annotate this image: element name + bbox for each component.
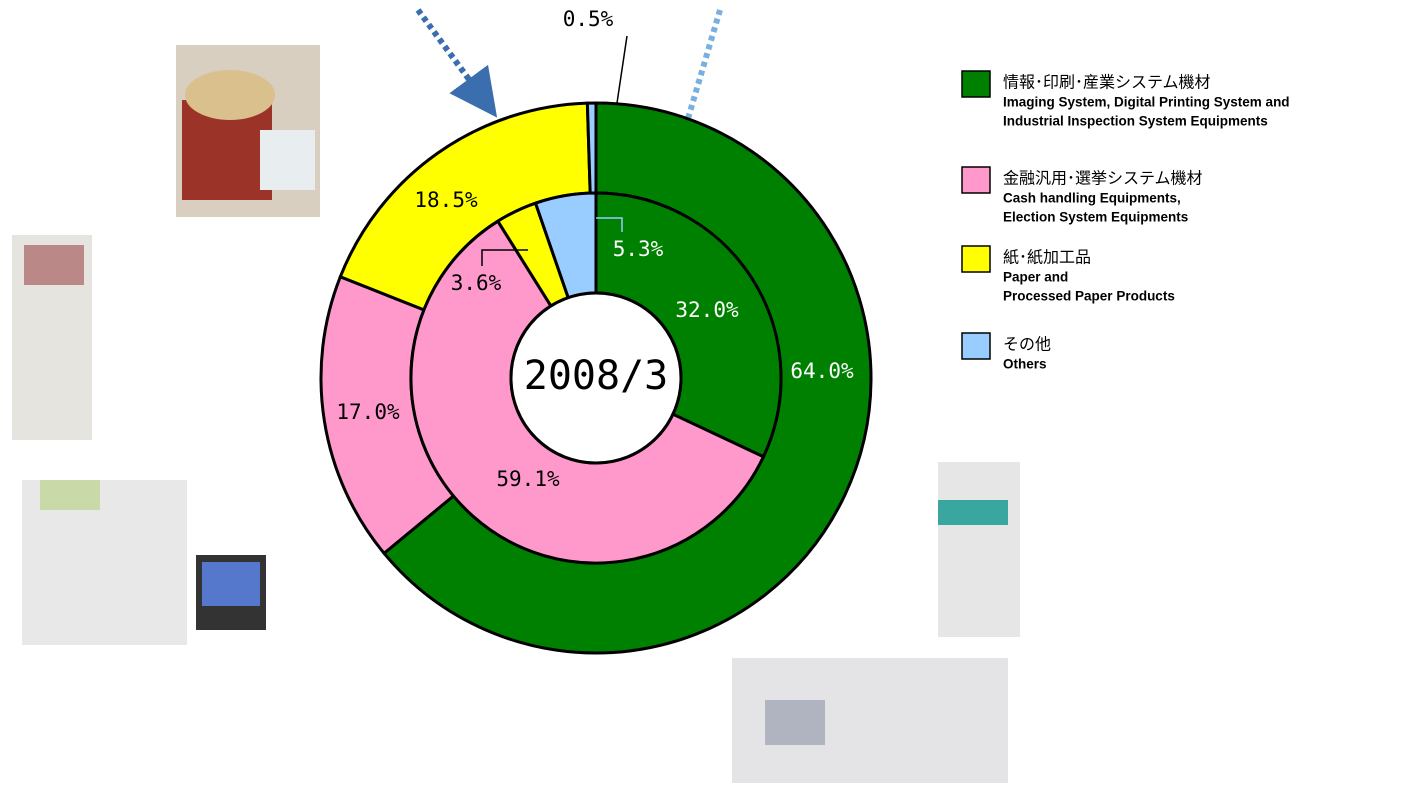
value-label: 5.3% [613, 237, 664, 261]
legend-label: 紙･紙加工品 [1003, 248, 1091, 267]
value-label: 59.1% [496, 467, 560, 491]
legend-label: Cash handling Equipments, [1003, 191, 1181, 206]
donut-segment [585, 101, 598, 195]
legend-label: Industrial Inspection System Equipments [1003, 114, 1268, 129]
value-label: 32.0% [675, 298, 739, 322]
value-label: 18.5% [414, 188, 478, 212]
leader-lines [481, 35, 628, 266]
value-label: 64.0% [790, 359, 854, 383]
legend-label: 金融汎用･選挙システム機材 [1003, 169, 1203, 188]
value-labels: 64.0% 17.0% 18.5% 0.5% 32.0% 59.1% 3.6% 5.3% [336, 7, 854, 491]
legend-swatch [961, 70, 991, 98]
legend-label: Processed Paper Products [1003, 289, 1175, 304]
legend-swatch [961, 166, 991, 194]
product-photos [12, 45, 1020, 783]
donut [319, 101, 873, 655]
arrow [415, 8, 498, 118]
value-label: 3.6% [451, 271, 502, 295]
legend-label: その他 [1003, 335, 1051, 354]
legend-swatch [961, 245, 991, 273]
legend-label: Others [1003, 357, 1047, 372]
legend-swatch [961, 332, 991, 360]
legend-label: Paper and [1003, 270, 1068, 285]
center-label: 2008/3 [524, 353, 669, 399]
value-label: 0.5% [563, 7, 614, 31]
legend-label: Election System Equipments [1003, 210, 1188, 225]
legend-label: Imaging System, Digital Printing System … [1003, 95, 1290, 110]
value-label: 17.0% [336, 400, 400, 424]
legend-label: 情報･印刷･産業システム機材 [1003, 73, 1211, 92]
legend: 情報･印刷･産業システム機材 Imaging System, Digital Pr… [961, 70, 1290, 372]
donut-hole [509, 291, 683, 465]
